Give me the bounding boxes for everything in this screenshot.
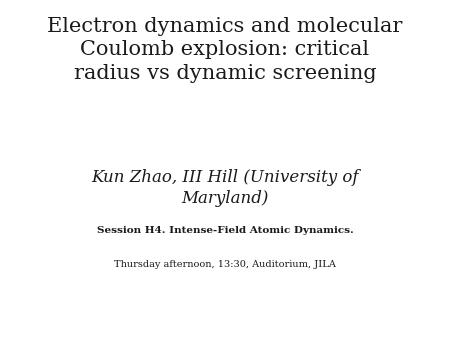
Text: Thursday afternoon, 13:30, Auditorium, JILA: Thursday afternoon, 13:30, Auditorium, J…: [114, 260, 336, 269]
Text: Kun Zhao, III Hill (University of
Maryland): Kun Zhao, III Hill (University of Maryla…: [91, 169, 359, 207]
Text: Session H4. Intense-Field Atomic Dynamics.: Session H4. Intense-Field Atomic Dynamic…: [97, 226, 353, 236]
Text: Electron dynamics and molecular
Coulomb explosion: critical
radius vs dynamic sc: Electron dynamics and molecular Coulomb …: [47, 17, 403, 83]
